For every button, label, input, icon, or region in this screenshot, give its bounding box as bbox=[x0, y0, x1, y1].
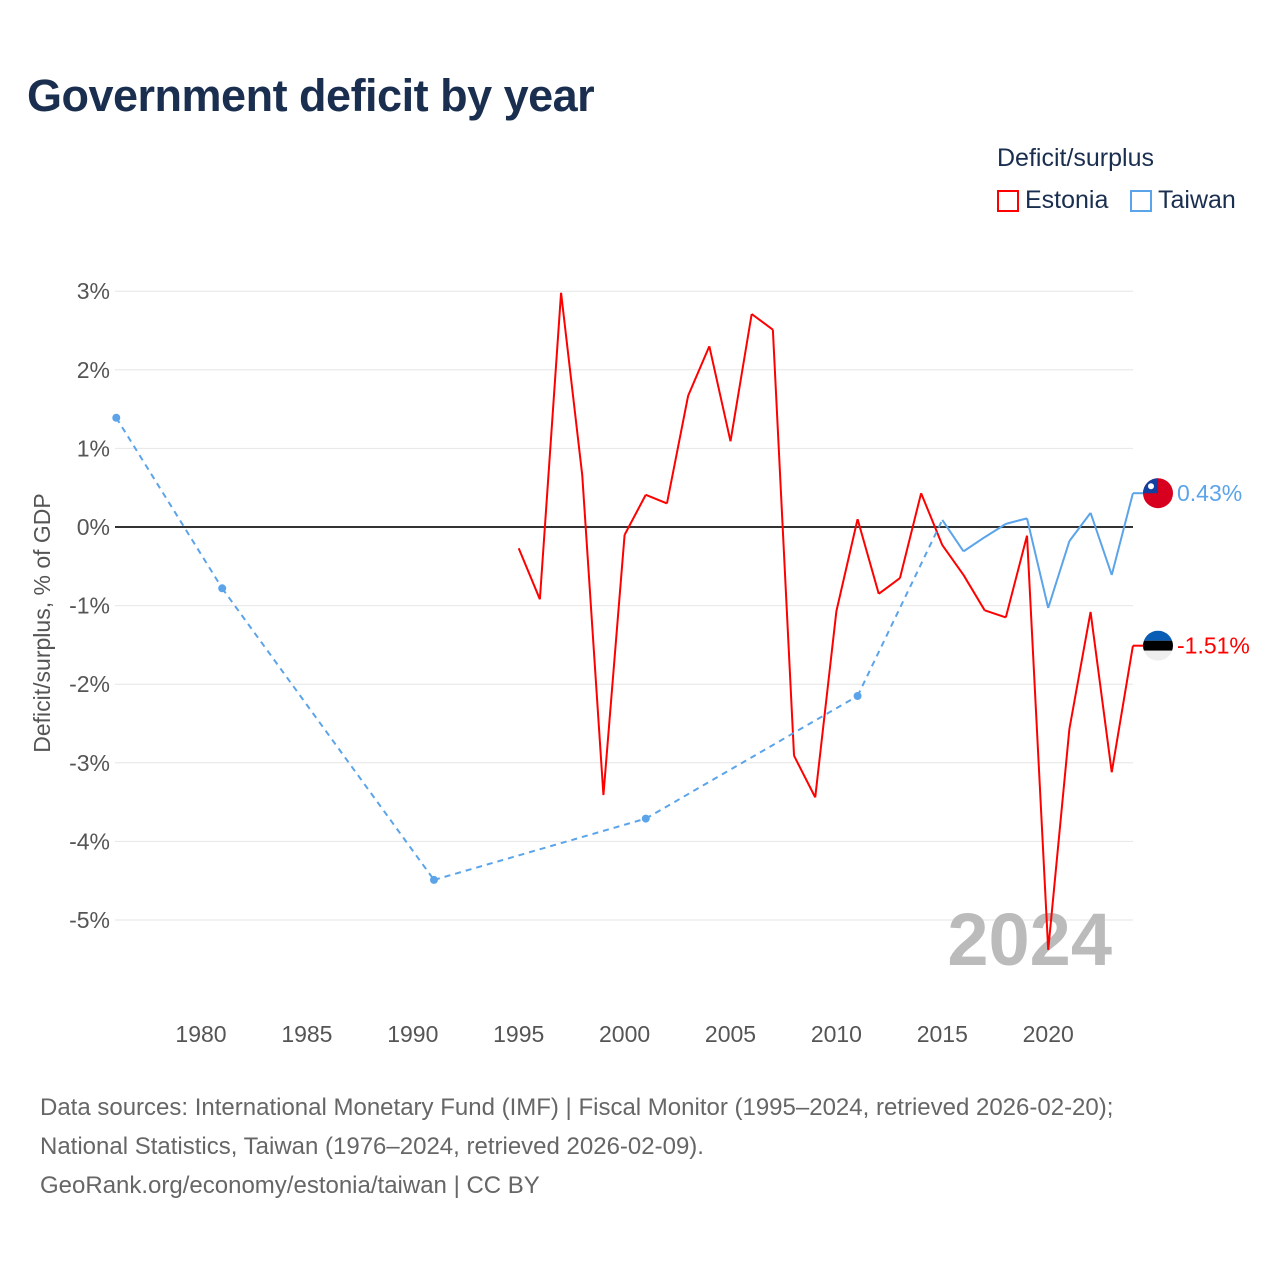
legend-swatch-estonia bbox=[997, 189, 1019, 212]
series-line-taiwan-dashed bbox=[115, 417, 944, 881]
footer: Data sources: International Monetary Fun… bbox=[40, 1088, 1113, 1205]
y-tick-label: -5% bbox=[69, 907, 110, 933]
x-tick-label: 1980 bbox=[175, 1021, 226, 1047]
source-line: National Statistics, Taiwan (1976–2024, … bbox=[40, 1133, 704, 1160]
legend-label: Taiwan bbox=[1158, 186, 1236, 214]
x-tick-label: 1990 bbox=[387, 1021, 438, 1047]
y-tick-label: -4% bbox=[69, 828, 110, 854]
y-tick-label: 1% bbox=[77, 435, 110, 461]
year-watermark: 2024 bbox=[947, 898, 1112, 981]
series-line-estonia bbox=[517, 292, 1134, 950]
y-tick-label: -2% bbox=[69, 671, 110, 697]
x-tick-label: 1995 bbox=[493, 1021, 544, 1047]
chart-title: Government deficit by year bbox=[27, 70, 595, 121]
source-line: Data sources: International Monetary Fun… bbox=[40, 1094, 1114, 1121]
y-tick-label: -1% bbox=[69, 593, 110, 619]
taiwan-flag-sun bbox=[1148, 483, 1154, 490]
y-tick-label: 2% bbox=[77, 357, 110, 383]
x-tick-label: 2005 bbox=[705, 1021, 756, 1047]
estonia-flag-icon bbox=[1143, 630, 1173, 641]
x-tick-label: 2015 bbox=[917, 1021, 968, 1047]
y-tick-label: 0% bbox=[77, 514, 110, 540]
x-tick-label: 1985 bbox=[281, 1021, 332, 1047]
series-line-taiwan bbox=[941, 492, 1134, 609]
y-tick-label: -3% bbox=[69, 750, 110, 776]
end-value-label: -1.51% bbox=[1177, 633, 1250, 659]
legend-item-taiwan[interactable]: Taiwan bbox=[1130, 186, 1236, 215]
legend-swatch-taiwan bbox=[1130, 189, 1152, 212]
legend-label: Estonia bbox=[1025, 186, 1109, 214]
end-value-label: 0.43% bbox=[1177, 480, 1242, 506]
x-tick-label: 2010 bbox=[811, 1021, 862, 1047]
y-tick-label: 3% bbox=[77, 278, 110, 304]
legend-title: Deficit/surplus bbox=[997, 144, 1154, 172]
x-tick-label: 2020 bbox=[1023, 1021, 1074, 1047]
attribution-link[interactable]: GeoRank.org/economy/estonia/taiwan | CC … bbox=[40, 1172, 540, 1199]
x-tick-label: 2000 bbox=[599, 1021, 650, 1047]
estonia-flag-stripe bbox=[1143, 650, 1173, 661]
y-axis-label: Deficit/surplus, % of GDP bbox=[29, 493, 55, 752]
estonia-flag-stripe bbox=[1143, 640, 1173, 651]
legend-item-estonia[interactable]: Estonia bbox=[997, 186, 1108, 215]
